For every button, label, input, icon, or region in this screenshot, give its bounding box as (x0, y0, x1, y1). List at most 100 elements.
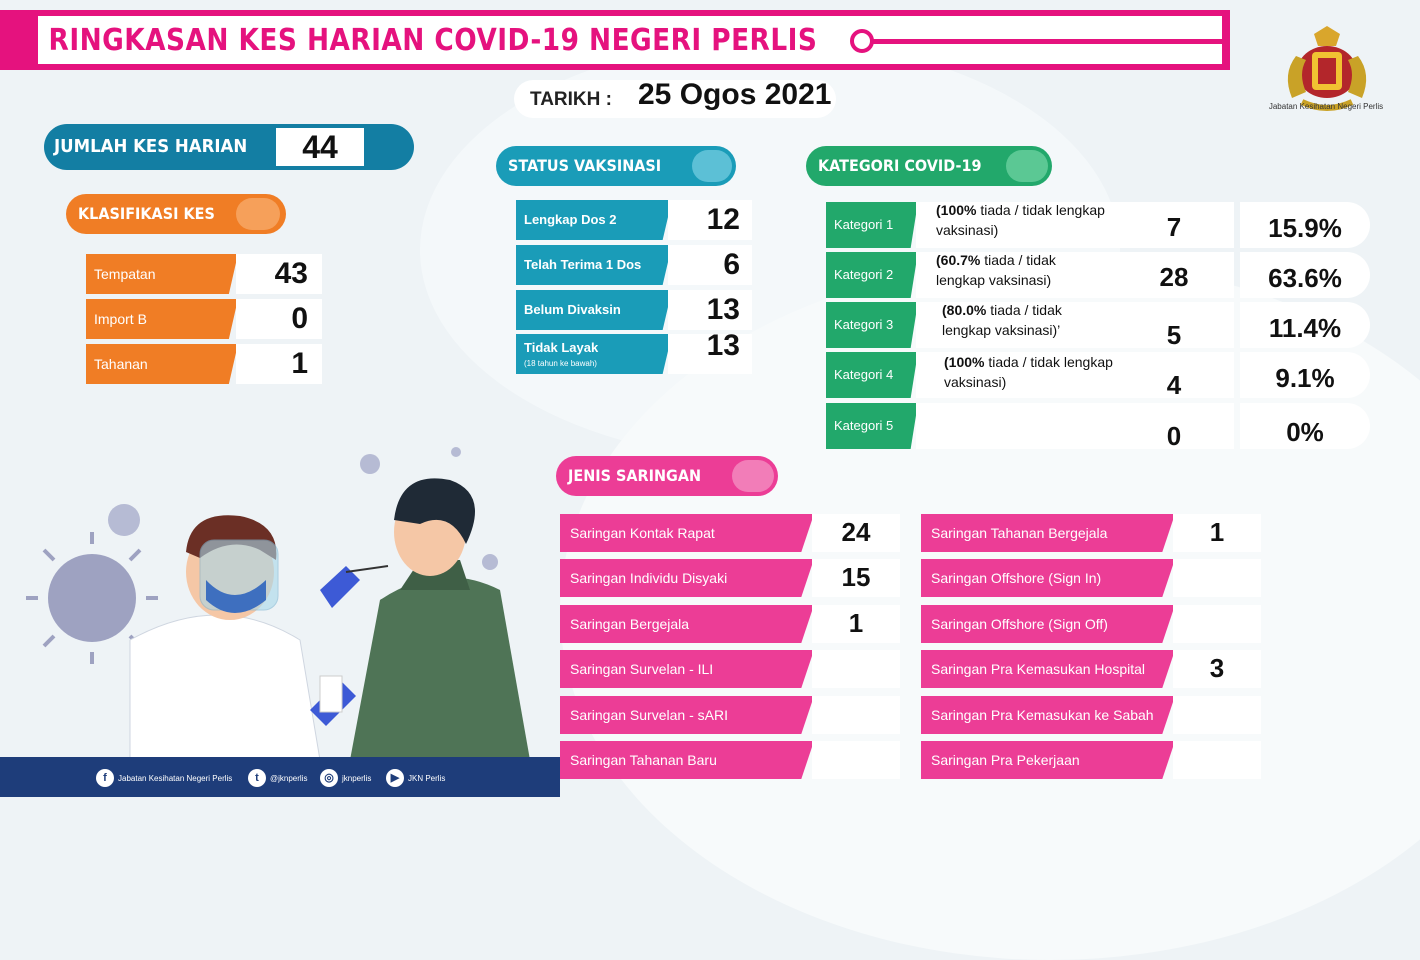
saringan-value: 15 (812, 559, 900, 597)
kategori-desc-cell (916, 252, 1234, 298)
kategori-label: Kategori 4 (826, 352, 918, 398)
saringan-label: Saringan Tahanan Bergejala (921, 514, 1175, 552)
kategori-desc-cell (916, 202, 1234, 248)
kategori-row: Kategori 3 (80.0% tiada / tidak lengkap … (826, 302, 1370, 350)
kategori-label: Kategori 5 (826, 403, 918, 449)
kategori-count: 5 (1166, 320, 1182, 350)
klasifikasi-row: Import B 0 (86, 299, 326, 339)
kategori-row: Kategori 2 (60.7% tiada / tidak lengkap … (826, 252, 1370, 298)
instagram-icon: ◎ (320, 769, 338, 787)
kategori-count: 7 (1166, 212, 1182, 242)
status-vaksinasi-title: STATUS VAKSINASI (508, 156, 662, 175)
vaksinasi-value: 6 (668, 245, 752, 285)
twitter-icon: t (248, 769, 266, 787)
kategori-covid-title: KATEGORI COVID-19 (818, 156, 982, 175)
vaksinasi-label-text: Tidak Layak (524, 340, 599, 355)
vaksinasi-value: 12 (668, 200, 752, 240)
klasifikasi-label: Import B (86, 299, 238, 339)
klasifikasi-kes-title: KLASIFIKASI KES (78, 204, 215, 223)
kategori-desc-cell (916, 302, 1234, 348)
kategori-description: (80.0% tiada / tidak lengkap vaksinasi)’ (942, 302, 1062, 338)
status-vaksinasi-tab: STATUS VAKSINASI (496, 146, 736, 186)
vaksinasi-row: Belum Divaksin 13 (516, 290, 754, 330)
saringan-row: Saringan Pra Pekerjaan (921, 741, 1261, 779)
kategori-description: (60.7% tiada / tidak lengkap vaksinasi) (936, 252, 1056, 288)
header-dot-decoration (850, 29, 874, 53)
vaksinasi-row: Lengkap Dos 2 12 (516, 200, 754, 240)
date-pill: TARIKH : 25 Ogos 2021 (514, 78, 836, 118)
logo-caption: Jabatan Kesihatan Negeri Perlis (1268, 102, 1384, 111)
saringan-label: Saringan Survelan - ILI (560, 650, 814, 688)
vaksinasi-label: Telah Terima 1 Dos (516, 245, 672, 285)
tab-cap-decoration (732, 460, 774, 492)
jata-negara-logo (1287, 26, 1367, 111)
kategori-label: Kategori 1 (826, 202, 918, 248)
saringan-value (812, 741, 900, 779)
footer-social-item[interactable]: ◎ jknperlis (320, 769, 371, 787)
saringan-label: Saringan Individu Disyaki (560, 559, 814, 597)
saringan-value (812, 696, 900, 734)
swab-test-illustration (26, 447, 530, 760)
klasifikasi-value: 43 (236, 254, 322, 294)
date-label: TARIKH : (530, 89, 612, 110)
klasifikasi-row: Tahanan 1 (86, 344, 326, 384)
saringan-value: 1 (1173, 514, 1261, 552)
kategori-covid-tab: KATEGORI COVID-19 (806, 146, 1052, 186)
tab-cap-decoration (236, 198, 280, 230)
saringan-row: Saringan Tahanan Baru (560, 741, 900, 779)
kategori-label: Kategori 2 (826, 252, 918, 298)
saringan-row: Saringan Bergejala 1 (560, 605, 900, 643)
vaksinasi-label: Tidak Layak (18 tahun ke bawah) (516, 334, 672, 374)
page-title: RINGKASAN KES HARIAN COVID-19 NEGERI PER… (48, 22, 818, 58)
jumlah-kes-harian-value: 44 (276, 128, 364, 166)
saringan-label: Saringan Pra Kemasukan ke Sabah (921, 696, 1175, 734)
kategori-count: 4 (1166, 370, 1182, 400)
kategori-percent: 63.6% (1240, 252, 1370, 298)
vaksinasi-value: 13 (668, 331, 752, 374)
saringan-row: Saringan Pra Kemasukan Hospital 3 (921, 650, 1261, 688)
vaksinasi-value: 13 (668, 290, 752, 330)
virus-icon (108, 447, 498, 570)
tab-cap-decoration (1006, 150, 1048, 182)
saringan-value (1173, 559, 1261, 597)
footer-social-text: Jabatan Kesihatan Negeri Perlis (118, 773, 233, 783)
saringan-label: Saringan Pra Pekerjaan (921, 741, 1175, 779)
footer-social-item[interactable]: f Jabatan Kesihatan Negeri Perlis (96, 769, 232, 787)
klasifikasi-row: Tempatan 43 (86, 254, 326, 294)
saringan-value (1173, 605, 1261, 643)
saringan-label: Saringan Bergejala (560, 605, 814, 643)
klasifikasi-kes-tab: KLASIFIKASI KES (66, 194, 286, 234)
vaksinasi-row: Tidak Layak (18 tahun ke bawah) 13 (516, 331, 754, 374)
saringan-row: Saringan Survelan - ILI (560, 650, 900, 688)
footer-social-item[interactable]: ▶ JKN Perlis (386, 769, 445, 787)
kategori-desc-cell (916, 403, 1234, 449)
saringan-value: 3 (1173, 650, 1261, 688)
vaksinasi-label: Lengkap Dos 2 (516, 200, 672, 240)
header-title-panel: RINGKASAN KES HARIAN COVID-19 NEGERI PER… (38, 16, 1228, 64)
footer-social-text: JKN Perlis (408, 773, 446, 783)
kategori-row: Kategori 5 0 0% (826, 403, 1370, 451)
klasifikasi-value: 0 (236, 299, 322, 339)
kategori-row: Kategori 4 (100% tiada / tidak lengkap v… (826, 352, 1370, 400)
kategori-percent: 0% (1240, 403, 1370, 449)
saringan-row: Saringan Offshore (Sign Off) (921, 605, 1261, 643)
footer-bar: f Jabatan Kesihatan Negeri Perlis t @jkn… (0, 757, 560, 797)
saringan-label: Saringan Survelan - sARI (560, 696, 814, 734)
saringan-row: Saringan Offshore (Sign In) (921, 559, 1261, 597)
kategori-count: 0 (1166, 421, 1182, 451)
saringan-label: Saringan Offshore (Sign In) (921, 559, 1175, 597)
kategori-count: 28 (1159, 262, 1189, 292)
vaksinasi-row: Telah Terima 1 Dos 6 (516, 245, 754, 285)
facebook-icon: f (96, 769, 114, 787)
jumlah-kes-harian-label: JUMLAH KES HARIAN (54, 136, 248, 157)
kategori-percent: 9.1% (1240, 352, 1370, 398)
kategori-percent: 15.9% (1240, 202, 1370, 248)
kategori-label: Kategori 3 (826, 302, 918, 348)
klasifikasi-label: Tempatan (86, 254, 238, 294)
saringan-label: Saringan Kontak Rapat (560, 514, 814, 552)
saringan-row: Saringan Kontak Rapat 24 (560, 514, 900, 552)
saringan-row: Saringan Individu Disyaki 15 (560, 559, 900, 597)
footer-social-item[interactable]: t @jknperlis (248, 769, 307, 787)
youtube-icon: ▶ (386, 769, 404, 787)
tab-cap-decoration (692, 150, 732, 182)
